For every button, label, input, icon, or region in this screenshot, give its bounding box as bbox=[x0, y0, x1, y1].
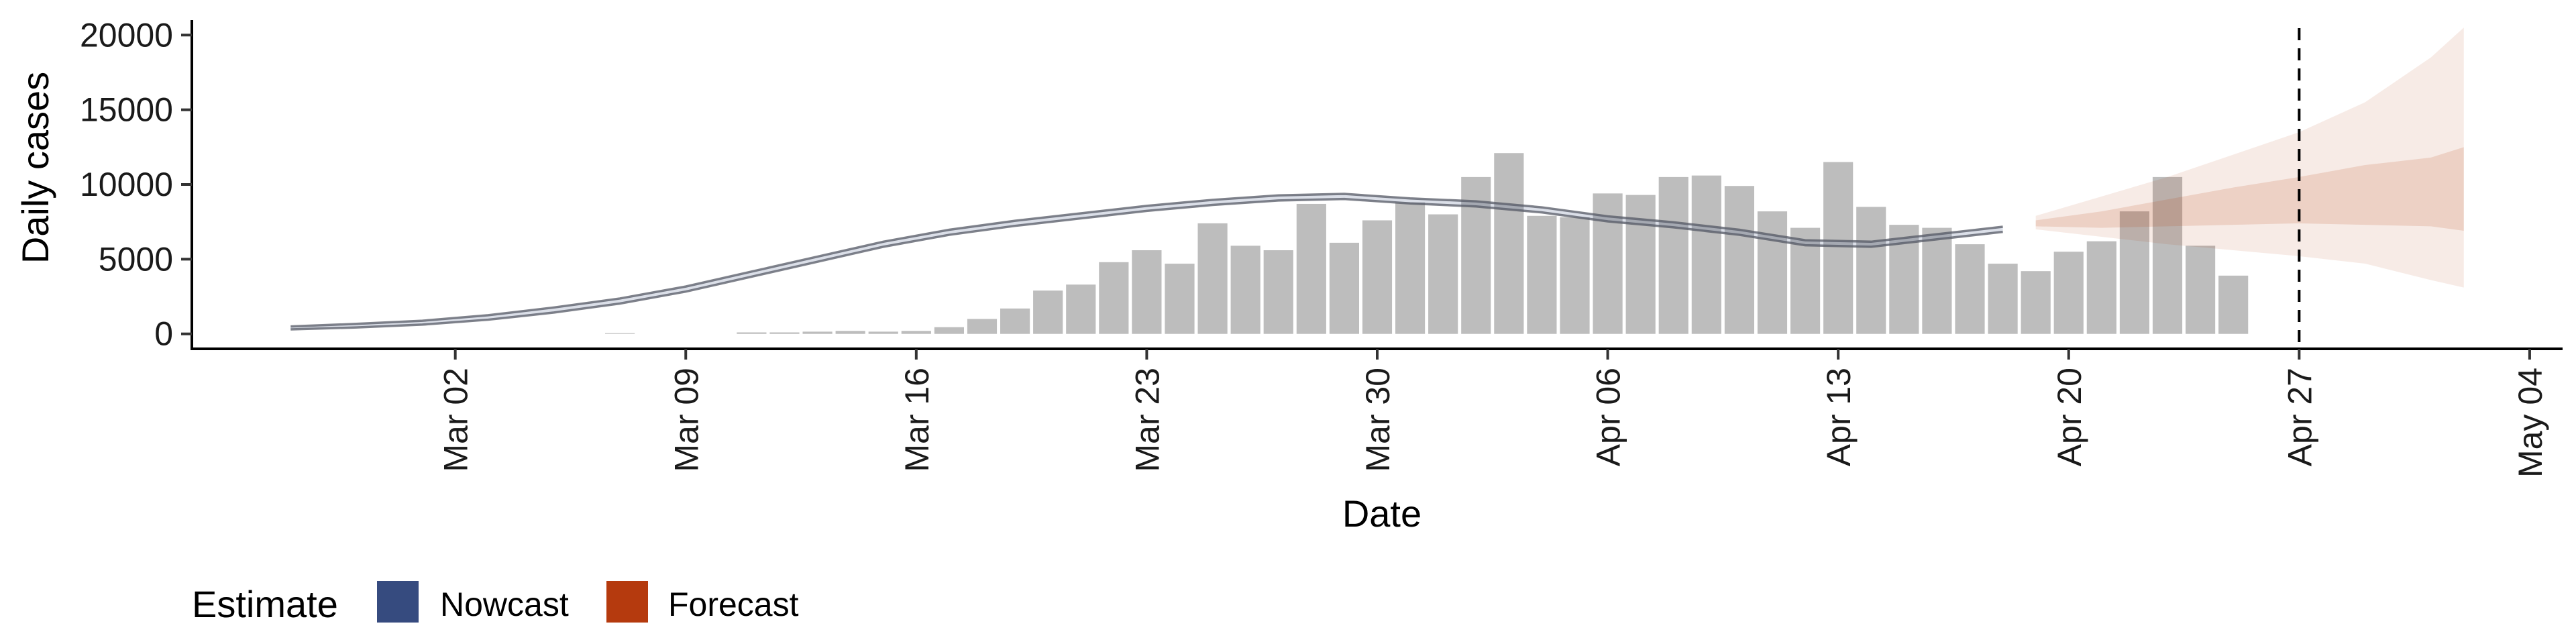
y-axis-title: Daily cases bbox=[14, 72, 56, 264]
x-tick-label: Apr 13 bbox=[1820, 368, 1858, 466]
bars-layer bbox=[604, 153, 2249, 334]
case-bar-2020-03-14 bbox=[835, 331, 865, 334]
x-tick-label: Mar 16 bbox=[898, 368, 936, 472]
case-bar-2020-04-09 bbox=[1691, 175, 1721, 334]
y-tick-label: 20000 bbox=[80, 16, 173, 54]
case-bar-2020-04-23 bbox=[2152, 176, 2183, 334]
nowcast-lower-line bbox=[290, 197, 2003, 331]
case-bar-2020-04-05 bbox=[1560, 217, 1590, 334]
legend: Estimate Nowcast Forecast bbox=[192, 581, 799, 625]
x-tick-label: Apr 20 bbox=[2051, 368, 2088, 466]
case-bar-2020-03-23 bbox=[1132, 250, 1162, 334]
nowcast-upper-line bbox=[290, 193, 2003, 328]
y-tick-label: 0 bbox=[154, 315, 173, 353]
nowcast-layer bbox=[290, 193, 2003, 331]
case-bar-2020-03-13 bbox=[802, 331, 833, 334]
case-bar-2020-04-14 bbox=[1856, 207, 1886, 334]
case-bar-2020-04-13 bbox=[1823, 162, 1854, 334]
case-bar-2020-03-15 bbox=[868, 331, 898, 334]
case-bar-2020-04-10 bbox=[1724, 186, 1755, 334]
case-bar-2020-03-26 bbox=[1230, 246, 1260, 334]
case-bar-2020-04-22 bbox=[2119, 211, 2150, 334]
case-bar-2020-03-21 bbox=[1066, 284, 1096, 334]
case-bar-2020-03-24 bbox=[1165, 264, 1195, 334]
x-tick-label: Mar 02 bbox=[437, 368, 475, 472]
case-bar-2020-04-20 bbox=[2053, 252, 2084, 334]
x-axis-title: Date bbox=[1342, 492, 1421, 535]
x-tick-label: Mar 23 bbox=[1128, 368, 1166, 472]
legend-swatch-forecast bbox=[606, 581, 648, 623]
case-bar-2020-03-11 bbox=[737, 332, 767, 334]
case-bar-2020-03-16 bbox=[901, 331, 931, 334]
x-tick-label: Mar 30 bbox=[1359, 368, 1397, 472]
legend-label-forecast: Forecast bbox=[668, 586, 799, 623]
case-bar-2020-03-22 bbox=[1099, 262, 1129, 334]
x-tick-label: Mar 09 bbox=[667, 368, 705, 472]
legend-title: Estimate bbox=[192, 583, 338, 625]
forecast-layer bbox=[2035, 28, 2464, 288]
case-bar-2020-03-31 bbox=[1395, 202, 1426, 334]
case-bar-2020-03-17 bbox=[934, 327, 965, 334]
case-bar-2020-03-27 bbox=[1263, 250, 1293, 334]
case-bar-2020-04-04 bbox=[1527, 215, 1557, 334]
case-bar-2020-04-21 bbox=[2086, 241, 2116, 334]
x-tick-label: Apr 27 bbox=[2281, 368, 2318, 466]
case-bar-2020-03-18 bbox=[967, 319, 998, 334]
x-tick-label: Apr 06 bbox=[1590, 368, 1627, 466]
y-tick-label: 10000 bbox=[80, 166, 173, 203]
case-bar-2020-03-28 bbox=[1296, 203, 1326, 334]
case-bar-2020-04-08 bbox=[1658, 176, 1688, 334]
case-bar-2020-04-03 bbox=[1494, 153, 1524, 334]
case-bar-2020-04-18 bbox=[1988, 264, 2018, 334]
case-bar-2020-03-30 bbox=[1362, 220, 1393, 334]
case-bar-2020-04-16 bbox=[1922, 227, 1952, 334]
y-tick-label: 5000 bbox=[99, 240, 173, 278]
case-bar-2020-03-07 bbox=[604, 333, 635, 334]
case-bar-2020-04-24 bbox=[2185, 246, 2216, 334]
y-tick-label: 15000 bbox=[80, 91, 173, 129]
case-bar-2020-03-29 bbox=[1329, 242, 1360, 334]
case-bar-2020-04-25 bbox=[2218, 275, 2249, 334]
case-bar-2020-04-17 bbox=[1955, 244, 1985, 334]
case-bar-2020-03-20 bbox=[1033, 290, 1063, 334]
case-bar-2020-03-12 bbox=[769, 332, 800, 334]
forecast-inner-ribbon bbox=[2035, 147, 2464, 231]
case-bar-2020-04-11 bbox=[1757, 211, 1788, 334]
x-tick-label: May 04 bbox=[2512, 368, 2549, 478]
case-bar-2020-04-01 bbox=[1428, 214, 1458, 334]
legend-label-nowcast: Nowcast bbox=[440, 586, 569, 623]
case-bar-2020-03-19 bbox=[1000, 308, 1030, 334]
forecast-outer-ribbon bbox=[2035, 28, 2464, 288]
case-bar-2020-04-19 bbox=[2021, 271, 2051, 334]
legend-swatch-nowcast bbox=[377, 581, 419, 623]
case-bar-2020-03-25 bbox=[1197, 223, 1228, 334]
ticks-layer: 0 5000 10000 15000 20000 Mar 02 Mar 09 Mar 16 Ma… bbox=[80, 16, 2549, 478]
case-bar-2020-04-07 bbox=[1625, 195, 1656, 334]
